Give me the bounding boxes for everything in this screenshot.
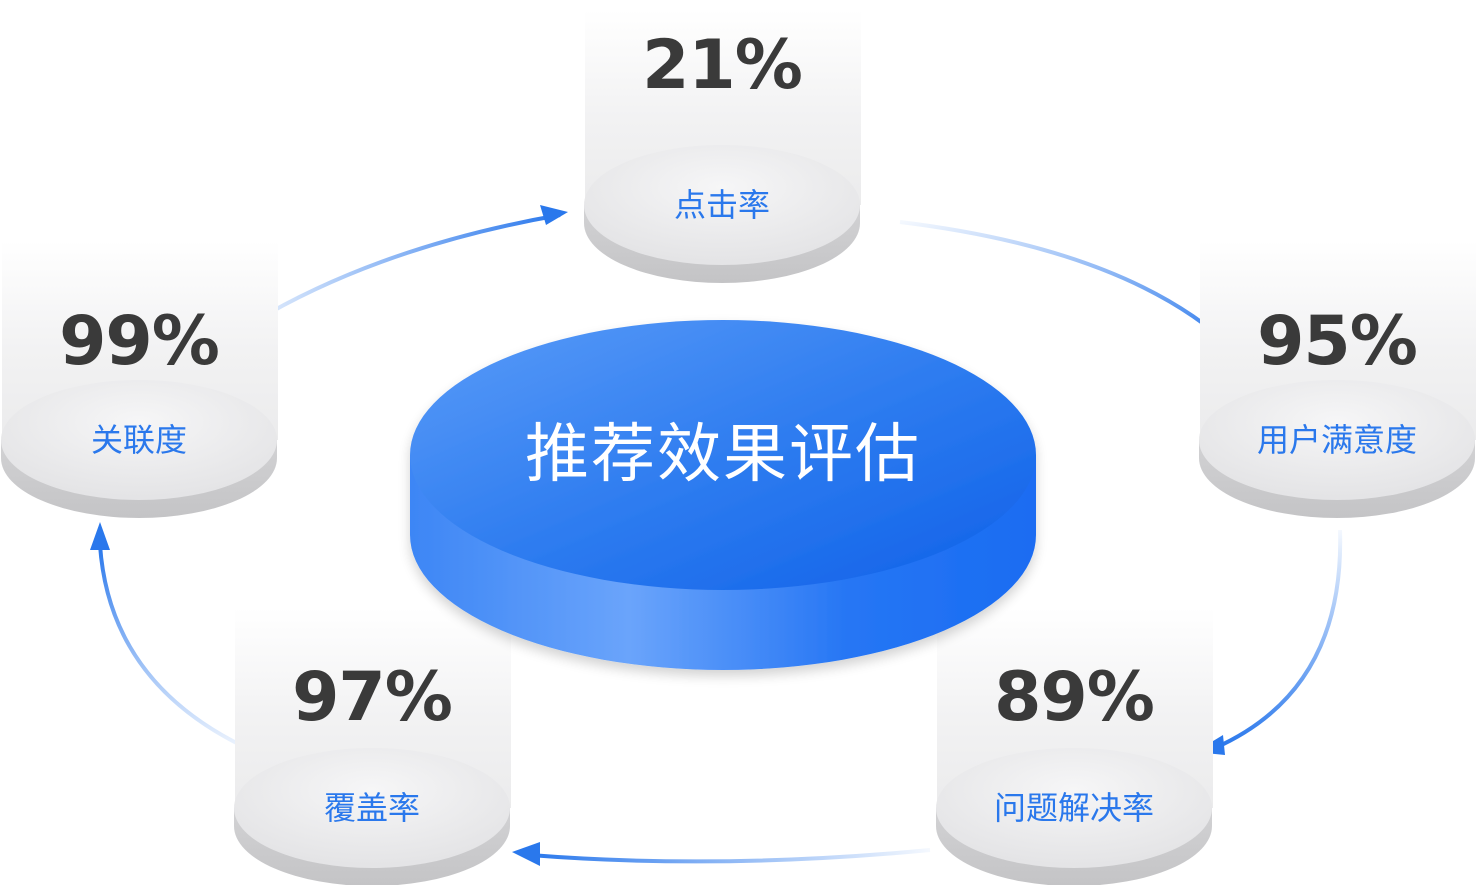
metric-value: 99% <box>59 302 219 381</box>
metric-disc-top <box>584 145 860 265</box>
arrow-head-top-left-up <box>90 522 110 550</box>
metric-value: 89% <box>994 658 1154 737</box>
arrow-head-bottom-left <box>512 842 540 866</box>
arrow-click-rate-to-satisfaction <box>899 220 1237 352</box>
metric-value: 97% <box>292 658 452 737</box>
arrow-coverage-to-relevance <box>98 544 263 757</box>
metric-disc-top <box>1 380 277 500</box>
metric-label: 问题解决率 <box>994 789 1154 827</box>
center-cylinder: 推荐效果评估 <box>410 320 1036 670</box>
metric-label: 关联度 <box>91 421 187 459</box>
metric-disc-top <box>234 748 510 868</box>
cycle-arrows <box>90 205 1343 866</box>
metric-node-coverage-rate: 97% 覆盖率 <box>234 608 511 885</box>
metric-label: 点击率 <box>674 186 770 224</box>
metric-node-problem-resolution-rate: 89% 问题解决率 <box>936 608 1213 885</box>
arrow-resolution-to-coverage <box>529 848 931 864</box>
metric-nodes: 21% 点击率 95% 用户满意度 89% 问题解决率 97% 覆盖率 99% 关联度 <box>1 10 1476 885</box>
metric-node-click-rate: 21% 点击率 <box>584 10 861 283</box>
metric-disc-top <box>936 748 1212 868</box>
metric-label: 覆盖率 <box>324 789 420 827</box>
metric-disc-top <box>1199 380 1475 500</box>
center-cylinder-top <box>410 320 1036 590</box>
metric-node-relevance: 99% 关联度 <box>1 240 278 518</box>
metric-value: 21% <box>642 26 802 105</box>
metric-value: 95% <box>1257 302 1417 381</box>
center-title: 推荐效果评估 <box>525 418 921 492</box>
metric-node-user-satisfaction: 95% 用户满意度 <box>1199 240 1476 518</box>
arrow-head-top-left <box>540 205 568 225</box>
metric-label: 用户满意度 <box>1257 421 1417 459</box>
arrow-satisfaction-to-resolution <box>1214 529 1343 750</box>
